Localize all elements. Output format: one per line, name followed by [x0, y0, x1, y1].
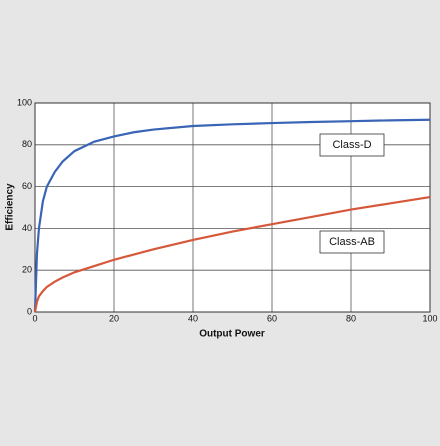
y-axis-label: Efficiency: [5, 183, 16, 231]
x-tick-label: 80: [346, 313, 356, 323]
legend-box: [319, 133, 385, 157]
legend-label: Class-D: [332, 139, 371, 151]
line: [33, 195, 431, 313]
plot-border: [34, 102, 431, 313]
x-tick-label: 40: [188, 313, 198, 323]
x-tick-label: 20: [109, 313, 119, 323]
y-tick-label: 0: [27, 306, 32, 316]
x-axis-label: Output Power: [199, 329, 265, 340]
x-tick-label: 0: [32, 313, 37, 323]
legend-label: Class-AB: [329, 236, 375, 248]
legend-box: [319, 230, 385, 254]
y-tick-label: 20: [22, 265, 32, 275]
y-tick-label: 60: [22, 181, 32, 191]
y-tick-label: 40: [22, 223, 32, 233]
y-tick-label: 100: [17, 97, 32, 107]
line: [33, 118, 431, 313]
x-tick-label: 100: [422, 313, 437, 323]
x-tick-label: 60: [267, 313, 277, 323]
y-tick-label: 80: [22, 139, 32, 149]
